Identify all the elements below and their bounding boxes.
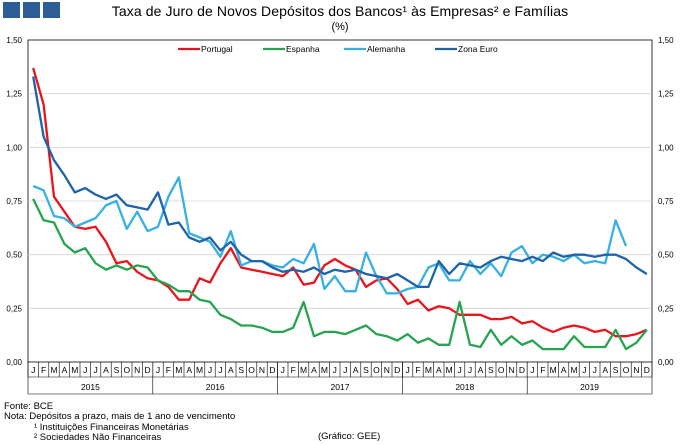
month-tick-label: M — [425, 365, 432, 375]
month-tick-label: D — [269, 365, 275, 375]
legend-label-portugal: Portugal — [201, 44, 233, 54]
footnote-main: Nota: Depósitos a prazo, mais de 1 ano d… — [4, 411, 236, 422]
month-tick-label: O — [123, 365, 130, 375]
month-tick-label: M — [175, 365, 182, 375]
month-tick-label: J — [468, 365, 472, 375]
y-tick-label-left: 1,00 — [6, 143, 22, 152]
year-label: 2016 — [206, 382, 225, 392]
series-line-zona-euro — [32, 76, 648, 289]
month-tick-label: M — [550, 365, 557, 375]
year-label: 2019 — [580, 382, 599, 392]
month-tick-label: F — [41, 365, 46, 375]
month-tick-label: J — [530, 365, 534, 375]
month-tick-label: A — [353, 365, 359, 375]
y-tick-label-left: 0,00 — [6, 358, 22, 367]
month-tick-label: J — [343, 365, 347, 375]
month-tick-label: M — [300, 365, 307, 375]
month-tick-label: J — [582, 365, 586, 375]
y-tick-label-right: 0,25 — [658, 304, 674, 313]
chart-subtitle: (%) — [331, 21, 349, 33]
month-tick-label: S — [363, 365, 369, 375]
series-line-alemanha — [32, 176, 628, 295]
header-squares — [3, 2, 60, 18]
month-tick-label: D — [145, 365, 151, 375]
year-label: 2018 — [455, 382, 474, 392]
month-tick-label: J — [93, 365, 97, 375]
footnote-1: ¹ Instituições Financeiras Monetárias — [34, 422, 189, 433]
month-tick-label: J — [333, 365, 337, 375]
y-tick-label-left: 0,75 — [6, 197, 22, 206]
y-tick-label-right: 0,75 — [658, 197, 674, 206]
month-tick-label: S — [114, 365, 120, 375]
month-tick-label: D — [394, 365, 400, 375]
month-tick-label: M — [71, 365, 78, 375]
month-tick-label: A — [602, 365, 608, 375]
month-tick-label: M — [321, 365, 328, 375]
month-tick-label: J — [405, 365, 409, 375]
chart-credit: (Gráfico: GEE) — [318, 431, 381, 442]
header-square — [43, 2, 60, 18]
year-label: 2015 — [81, 382, 100, 392]
month-tick-label: J — [281, 365, 285, 375]
month-tick-label: A — [228, 365, 234, 375]
y-tick-label-right: 1,50 — [658, 36, 674, 45]
legend-label-alemanha: Alemanha — [367, 44, 406, 54]
month-tick-label: F — [291, 365, 296, 375]
header-square — [23, 2, 40, 18]
month-tick-label: M — [446, 365, 453, 375]
month-tick-label: A — [62, 365, 68, 375]
month-tick-label: J — [83, 365, 87, 375]
month-tick-label: A — [436, 365, 442, 375]
chart-title: Taxa de Juro de Novos Depósitos dos Banc… — [111, 3, 569, 19]
month-tick-label: O — [623, 365, 630, 375]
y-tick-label-left: 0,50 — [6, 251, 22, 260]
month-tick-label: N — [259, 365, 265, 375]
y-tick-label-right: 1,00 — [658, 143, 674, 152]
month-tick-label: J — [457, 365, 461, 375]
footnote-2: ² Sociedades Não Financeiras — [34, 432, 162, 443]
month-tick-label: O — [498, 365, 505, 375]
month-tick-label: M — [570, 365, 577, 375]
month-tick-label: F — [166, 365, 171, 375]
month-tick-label: J — [156, 365, 160, 375]
month-tick-label: A — [186, 365, 192, 375]
legend-label-espanha: Espanha — [286, 44, 320, 54]
month-tick-label: N — [509, 365, 515, 375]
y-tick-label-right: 1,25 — [658, 90, 674, 99]
month-tick-label: M — [50, 365, 57, 375]
series-line-espanha — [32, 198, 648, 351]
y-tick-label-right: 0,50 — [658, 251, 674, 260]
month-tick-label: F — [415, 365, 420, 375]
header-square — [3, 2, 20, 18]
y-tick-label-left: 0,25 — [6, 304, 22, 313]
month-tick-label: S — [238, 365, 244, 375]
month-tick-label: J — [208, 365, 212, 375]
month-tick-label: A — [311, 365, 317, 375]
month-tick-label: O — [248, 365, 255, 375]
source-note: Fonte: BCE — [4, 401, 54, 412]
y-tick-label-right: 0,00 — [658, 358, 674, 367]
month-tick-label: N — [633, 365, 639, 375]
month-tick-label: N — [134, 365, 140, 375]
month-tick-label: J — [218, 365, 222, 375]
month-tick-label: M — [196, 365, 203, 375]
month-tick-label: S — [613, 365, 619, 375]
legend-label-zona-euro: Zona Euro — [458, 44, 498, 54]
y-tick-label-left: 1,25 — [6, 90, 22, 99]
month-tick-label: J — [31, 365, 35, 375]
month-tick-label: F — [540, 365, 545, 375]
month-tick-label: A — [103, 365, 109, 375]
month-tick-label: D — [644, 365, 650, 375]
series-line-portugal — [32, 67, 648, 338]
month-tick-label: N — [384, 365, 390, 375]
month-tick-label: S — [488, 365, 494, 375]
year-label: 2017 — [331, 382, 350, 392]
month-tick-label: J — [593, 365, 597, 375]
y-tick-label-left: 1,50 — [6, 36, 22, 45]
month-tick-label: D — [519, 365, 525, 375]
month-tick-label: A — [478, 365, 484, 375]
month-tick-label: O — [373, 365, 380, 375]
month-tick-label: A — [561, 365, 567, 375]
